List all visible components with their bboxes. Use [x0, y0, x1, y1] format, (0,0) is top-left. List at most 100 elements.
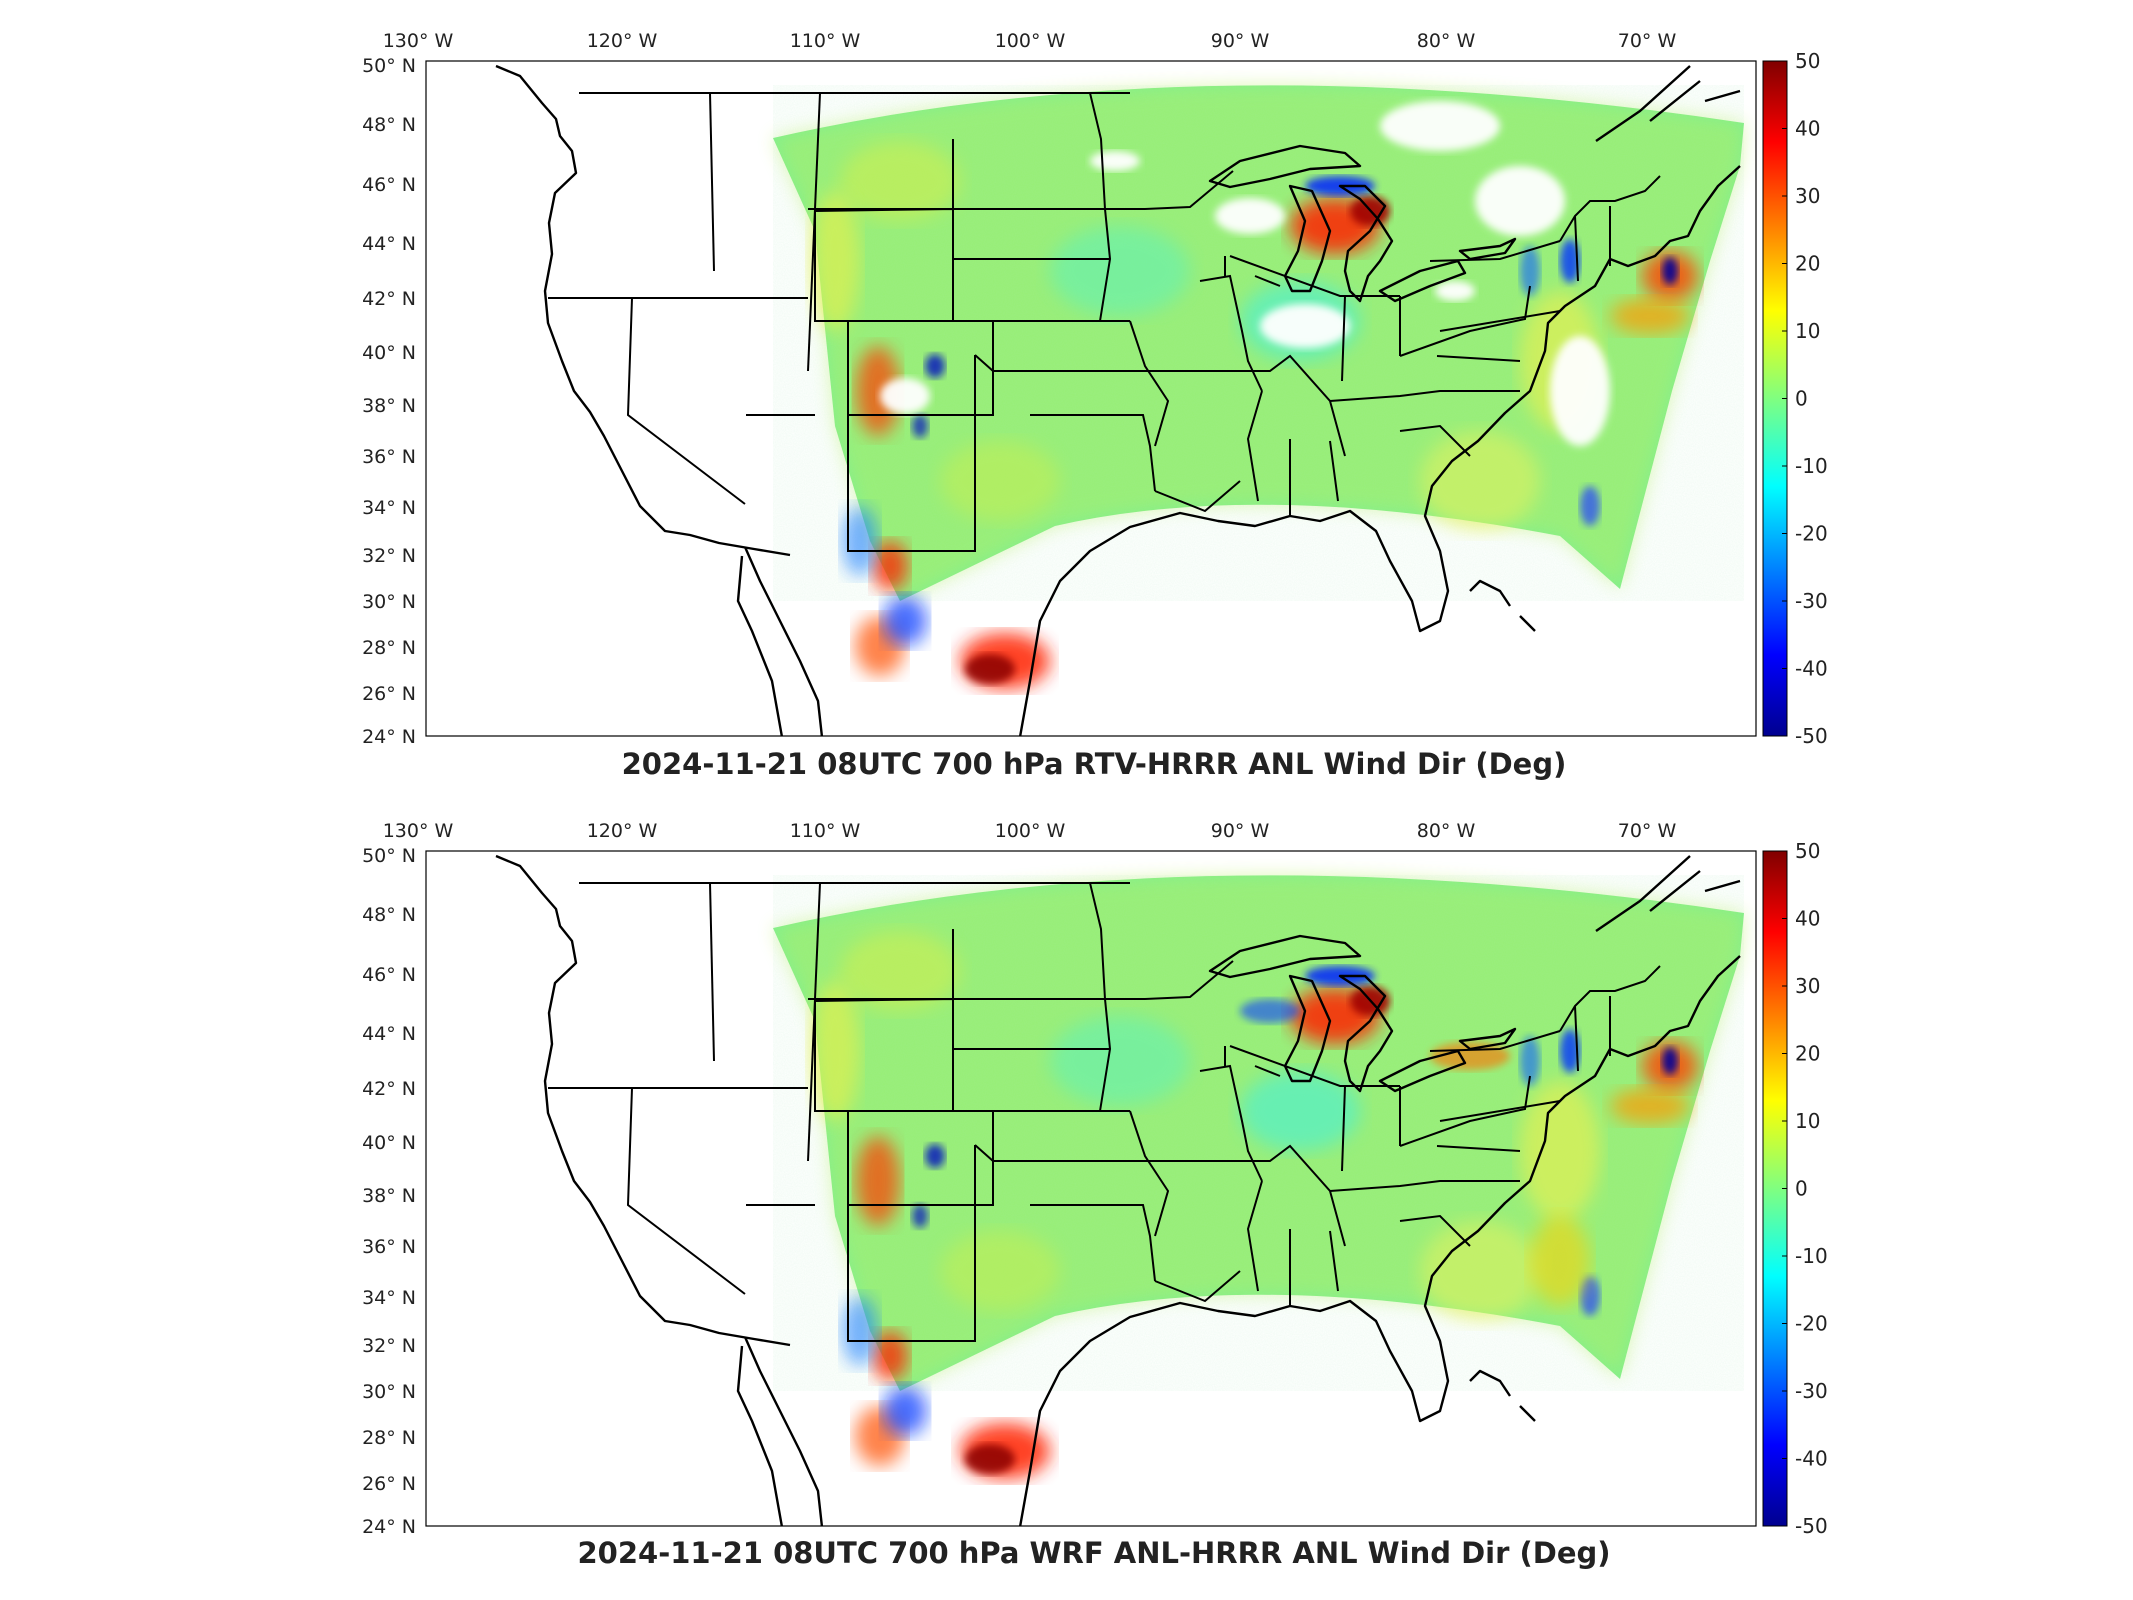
colorbar-tick-label: 50	[1795, 49, 1820, 73]
west-coastline	[495, 854, 791, 1347]
colorbar-tick-label: 20	[1795, 252, 1820, 276]
state-boundary	[1030, 414, 1156, 492]
colorbar-tick-label: -20	[1795, 1312, 1828, 1336]
colorbar-tick-label: 0	[1795, 1177, 1808, 1201]
colorbar-tick-label: -40	[1795, 1447, 1828, 1471]
state-boundary	[1429, 1030, 1561, 1122]
state-boundary	[1329, 390, 1520, 402]
state-boundary	[1129, 1110, 1170, 1237]
baja-coastline	[736, 1336, 824, 1526]
colorbar-tick-label: -50	[1795, 724, 1828, 748]
colorbar-tick-label: -30	[1795, 1379, 1828, 1403]
east-coastline	[1018, 165, 1741, 736]
lat-tick-label: 46° N	[362, 964, 416, 986]
lon-tick-label: 70° W	[1618, 30, 1677, 52]
lat-tick-label: 26° N	[362, 683, 416, 705]
lat-tick-label: 34° N	[362, 1287, 416, 1309]
state-boundary	[1101, 960, 1234, 1000]
state-boundary	[807, 882, 821, 1162]
state-boundary	[1229, 255, 1400, 297]
colorbar-tick-label: 50	[1795, 839, 1820, 863]
lat-tick-label: 30° N	[362, 591, 416, 613]
colorbar-tick-label: 40	[1795, 117, 1820, 141]
state-boundary	[709, 92, 715, 272]
lat-tick-label: 40° N	[362, 342, 416, 364]
lat-tick-label: 48° N	[362, 904, 416, 926]
colorbar-tick-label: 0	[1795, 387, 1808, 411]
lat-tick-label: 50° N	[362, 845, 416, 867]
lon-tick-label: 100° W	[995, 30, 1066, 52]
lat-tick-label: 34° N	[362, 497, 416, 519]
lat-tick-label: 42° N	[362, 1078, 416, 1100]
state-boundary	[1224, 256, 1281, 287]
lat-tick-label: 38° N	[362, 395, 416, 417]
lat-tick-label: 46° N	[362, 174, 416, 196]
map-panels: 130° W 120° W 110° W 100° W 90° W 80° W 70° W 5…	[362, 30, 1828, 1570]
colorbar-tick-label: -20	[1795, 522, 1828, 546]
state-boundary	[1089, 92, 1130, 322]
state-boundary	[1089, 882, 1130, 1112]
state-boundary	[1399, 1214, 1471, 1247]
state-boundary	[709, 882, 715, 1062]
state-boundary	[952, 139, 1101, 210]
lon-tick-label: 90° W	[1211, 30, 1270, 52]
state-boundary	[807, 92, 821, 372]
lat-tick-label: 28° N	[362, 637, 416, 659]
panel-title: 2024-11-21 08UTC 700 hPa RTV-HRRR ANL Wi…	[622, 747, 1567, 781]
colorbar-tick-label: 10	[1795, 319, 1820, 343]
colorbar-tick-label: 40	[1795, 907, 1820, 931]
lat-tick-label: 44° N	[362, 233, 416, 255]
bahamas	[1469, 1369, 1536, 1422]
state-boundary	[1399, 285, 1531, 362]
state-boundary	[1229, 1045, 1400, 1087]
panel-title: 2024-11-21 08UTC 700 hPa WRF ANL-HRRR AN…	[577, 1536, 1610, 1570]
state-boundary	[952, 929, 1101, 1000]
canada-coast	[1595, 855, 1741, 932]
west-coastline	[495, 64, 791, 557]
state-boundary	[1224, 1046, 1281, 1077]
lon-tick-label: 130° W	[383, 820, 454, 842]
state-boundary	[1154, 1270, 1241, 1303]
state-boundary	[1101, 170, 1234, 210]
lon-tick-label: 130° W	[383, 30, 454, 52]
colorbar-tick-label: 30	[1795, 184, 1820, 208]
state-boundary	[1246, 1180, 1339, 1306]
lat-tick-label: 42° N	[362, 288, 416, 310]
state-boundary	[974, 1144, 1140, 1162]
canada-coast	[1595, 65, 1741, 142]
state-boundary	[1341, 295, 1401, 382]
lon-tick-label: 120° W	[587, 820, 658, 842]
colorbar-tick-label: -30	[1795, 589, 1828, 613]
colorbar-tick-label: -50	[1795, 1514, 1828, 1538]
state-boundary	[626, 1087, 746, 1295]
lon-tick-label: 80° W	[1417, 30, 1476, 52]
lat-tick-label: 44° N	[362, 1023, 416, 1045]
colorbar-tick-label: -10	[1795, 454, 1828, 478]
lat-tick-label: 26° N	[362, 1473, 416, 1495]
lon-tick-label: 110° W	[790, 820, 861, 842]
lon-tick-label: 120° W	[587, 30, 658, 52]
state-boundary	[1429, 240, 1561, 332]
east-coastline	[1018, 955, 1741, 1526]
lat-tick-label: 30° N	[362, 1381, 416, 1403]
lon-tick-label: 110° W	[790, 30, 861, 52]
lat-tick-label: 32° N	[362, 545, 416, 567]
lon-tick-label: 80° W	[1417, 820, 1476, 842]
lon-tick-label: 70° W	[1618, 820, 1677, 842]
state-boundary	[626, 297, 746, 505]
state-boundary	[1140, 1144, 1346, 1247]
lat-tick-label: 28° N	[362, 1427, 416, 1449]
state-boundary	[1559, 965, 1661, 1072]
lat-tick-label: 24° N	[362, 726, 416, 748]
colorbar-tick-label: -40	[1795, 657, 1828, 681]
lat-tick-label: 40° N	[362, 1132, 416, 1154]
lat-tick-label: 38° N	[362, 1185, 416, 1207]
state-boundary	[847, 321, 976, 416]
colorbar-tick-label: -10	[1795, 1244, 1828, 1268]
baja-coastline	[736, 546, 824, 736]
map-panel-rtv: 130° W 120° W 110° W 100° W 90° W 80° W 70° W 5…	[362, 30, 1828, 781]
state-boundary	[1399, 1075, 1531, 1152]
lat-tick-label: 50° N	[362, 55, 416, 77]
state-boundary	[974, 354, 1140, 372]
